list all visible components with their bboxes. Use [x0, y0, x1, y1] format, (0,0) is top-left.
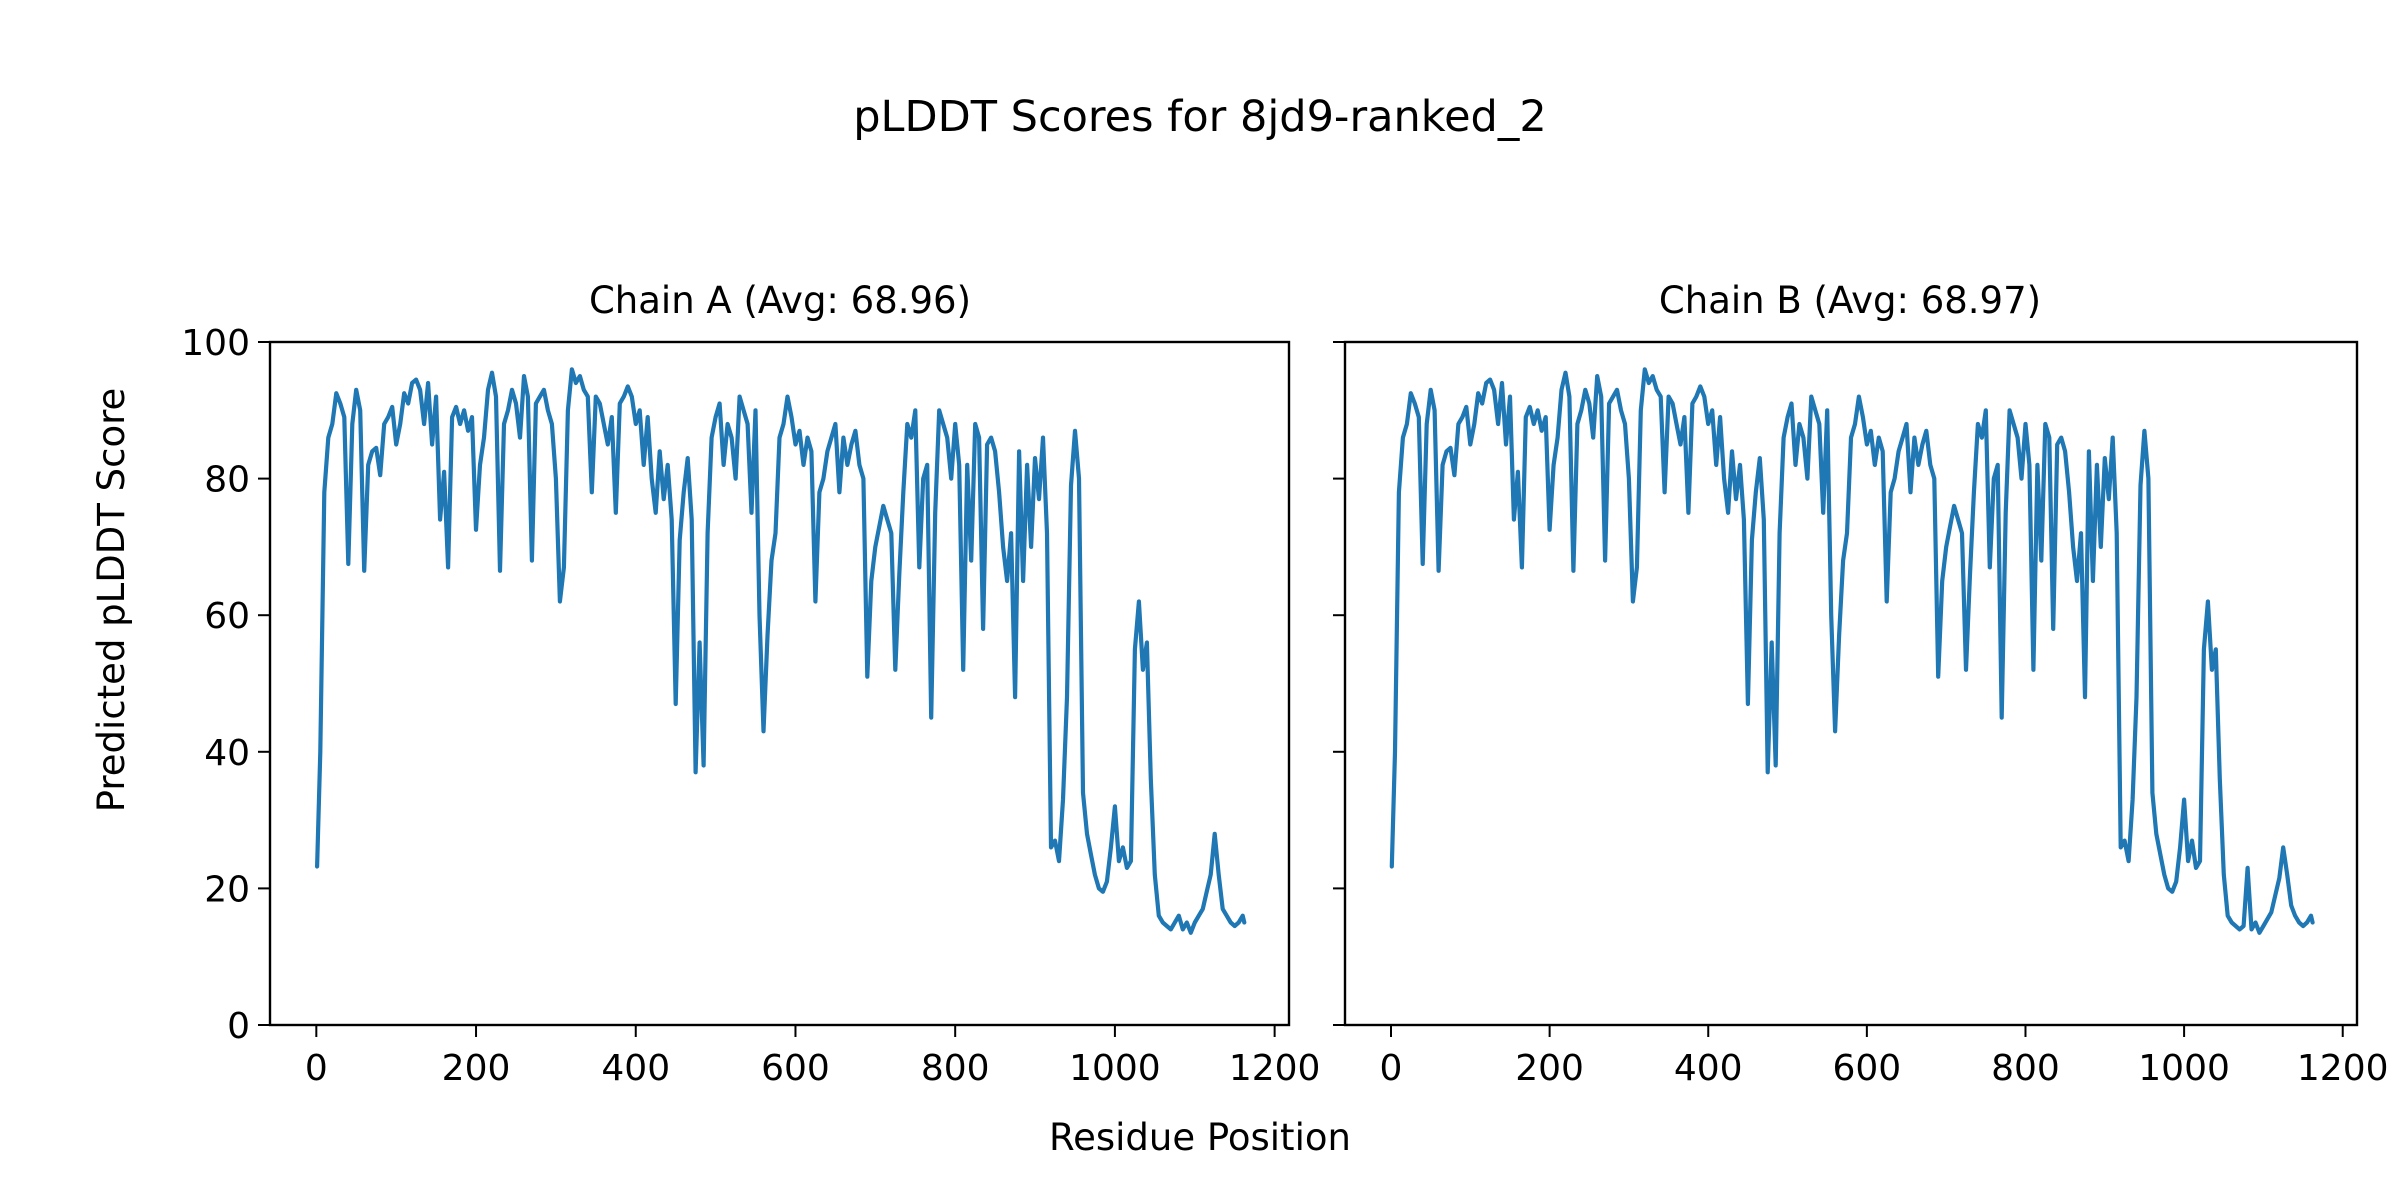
plot-frame: [268, 340, 1291, 1027]
figure-y-axis-label: Predicted pLDDT Score: [90, 388, 133, 813]
plot-area: 0 200 400 600 800 1000 1200: [1333, 341, 2389, 1089]
plot-frame: [1343, 340, 2359, 1027]
x-tick-label: 600: [761, 1048, 830, 1089]
x-tick-label: 1200: [1229, 1048, 1321, 1089]
x-tick-label: 0: [1380, 1048, 1403, 1089]
subplot-title: Chain A (Avg: 68.96): [589, 279, 971, 322]
y-tick-label: 0: [227, 1006, 250, 1047]
plddt-series-line: [1389, 367, 2315, 935]
x-tick-label: 400: [1674, 1048, 1743, 1089]
plddt-series-line: [315, 367, 1247, 935]
figure-title: pLDDT Scores for 8jd9-ranked_2: [853, 92, 1546, 142]
x-tick-label: 0: [305, 1048, 328, 1089]
x-tick-label: 1000: [2138, 1048, 2230, 1089]
x-tick-label: 800: [921, 1048, 990, 1089]
x-tick-label: 600: [1833, 1048, 1902, 1089]
y-tick-label: 100: [181, 323, 250, 364]
subplot-chain-b: Chain B (Avg: 68.97) 0 200 400 600 800 1000 12…: [1333, 279, 2389, 1089]
figure-x-axis-label: Residue Position: [1049, 1116, 1351, 1159]
x-tick-label: 1200: [2297, 1048, 2389, 1089]
y-tick-label: 40: [204, 733, 250, 774]
x-tick-label: 400: [601, 1048, 670, 1089]
y-tick-label: 60: [204, 596, 250, 637]
x-tick-label: 200: [442, 1048, 511, 1089]
x-tick-label: 1000: [1069, 1048, 1161, 1089]
x-tick-label: 200: [1515, 1048, 1584, 1089]
x-tick-label: 800: [1991, 1048, 2060, 1089]
subplot-title: Chain B (Avg: 68.97): [1659, 279, 2041, 322]
y-tick-label: 80: [204, 460, 250, 501]
y-tick-label: 20: [204, 869, 250, 910]
subplot-chain-a: Chain A (Avg: 68.96) 0 200 400 600 800 1000 12…: [181, 279, 1320, 1089]
plot-area: 0 200 400 600 800 1000 1200 0 20 40 60 80 100: [181, 323, 1320, 1089]
